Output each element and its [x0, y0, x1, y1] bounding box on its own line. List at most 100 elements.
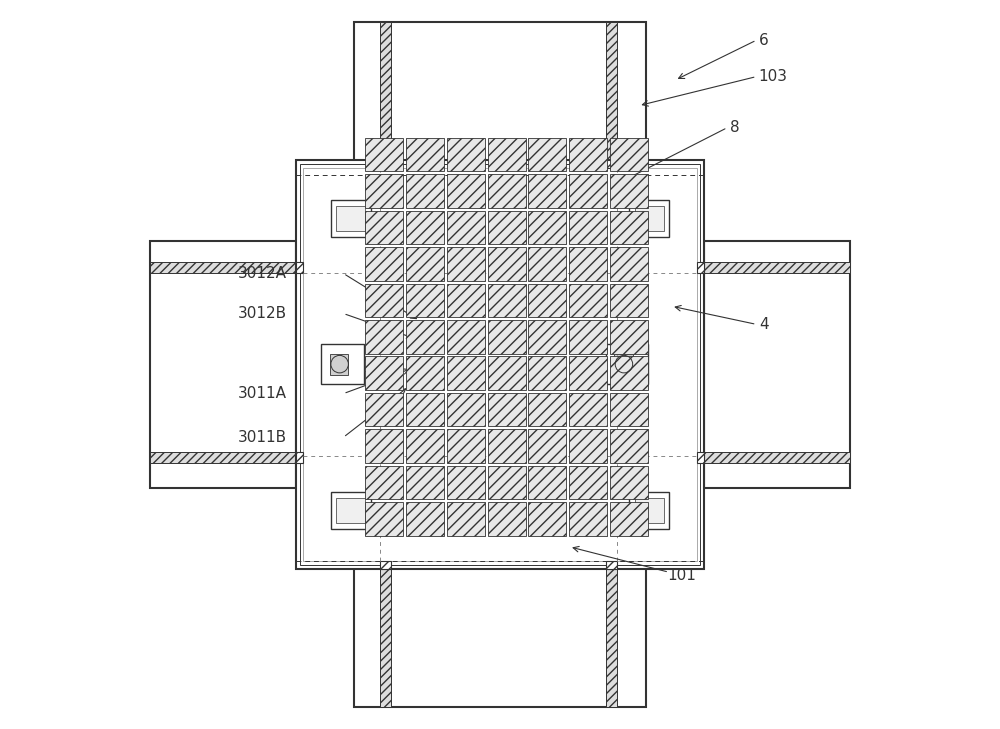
- Bar: [447, 320, 485, 354]
- Bar: [330, 354, 348, 375]
- Bar: [364, 358, 393, 371]
- Bar: [488, 247, 526, 281]
- Bar: [610, 502, 648, 536]
- Bar: [406, 466, 444, 499]
- Bar: [569, 502, 607, 536]
- Bar: [606, 561, 617, 707]
- Bar: [697, 262, 704, 273]
- Bar: [406, 356, 444, 390]
- Bar: [704, 241, 850, 488]
- Bar: [569, 174, 607, 208]
- Bar: [528, 247, 566, 281]
- Bar: [406, 211, 444, 244]
- Bar: [528, 320, 566, 354]
- Bar: [569, 138, 607, 171]
- Bar: [296, 452, 303, 463]
- Bar: [406, 284, 444, 317]
- Text: 101: 101: [668, 569, 697, 583]
- Bar: [488, 429, 526, 463]
- Bar: [704, 452, 850, 463]
- Bar: [406, 247, 444, 281]
- Bar: [447, 284, 485, 317]
- Bar: [447, 466, 485, 499]
- Bar: [610, 356, 648, 390]
- Bar: [488, 320, 526, 354]
- Bar: [610, 466, 648, 499]
- Bar: [331, 200, 371, 237]
- Bar: [303, 168, 697, 561]
- Bar: [488, 356, 526, 390]
- Bar: [406, 174, 444, 208]
- Bar: [296, 160, 704, 569]
- Bar: [365, 174, 403, 208]
- Bar: [447, 138, 485, 171]
- Bar: [488, 284, 526, 317]
- Bar: [447, 247, 485, 281]
- Bar: [365, 138, 403, 171]
- Bar: [406, 393, 444, 426]
- Bar: [447, 356, 485, 390]
- Bar: [569, 393, 607, 426]
- Bar: [488, 138, 526, 171]
- Bar: [569, 211, 607, 244]
- Bar: [336, 498, 365, 523]
- Text: 4: 4: [759, 317, 768, 332]
- Bar: [610, 393, 648, 426]
- Bar: [365, 466, 403, 499]
- Bar: [629, 492, 669, 529]
- Bar: [569, 284, 607, 317]
- Text: 3012B: 3012B: [238, 306, 287, 321]
- Bar: [528, 138, 566, 171]
- Bar: [528, 393, 566, 426]
- Bar: [528, 211, 566, 244]
- Text: 3012A: 3012A: [238, 266, 287, 281]
- Bar: [150, 452, 296, 463]
- Bar: [447, 174, 485, 208]
- Bar: [447, 211, 485, 244]
- Bar: [610, 211, 648, 244]
- Text: 8: 8: [730, 120, 739, 135]
- Bar: [610, 429, 648, 463]
- Bar: [380, 22, 391, 168]
- Bar: [296, 262, 303, 273]
- Bar: [629, 200, 669, 237]
- Bar: [365, 429, 403, 463]
- Bar: [365, 393, 403, 426]
- Bar: [406, 429, 444, 463]
- Bar: [488, 211, 526, 244]
- Bar: [406, 320, 444, 354]
- Bar: [614, 354, 633, 375]
- Bar: [365, 502, 403, 536]
- Bar: [365, 320, 403, 354]
- Bar: [365, 284, 403, 317]
- Bar: [331, 492, 371, 529]
- Bar: [635, 498, 664, 523]
- Bar: [150, 262, 296, 273]
- Bar: [447, 429, 485, 463]
- Text: 103: 103: [759, 69, 788, 84]
- Bar: [365, 247, 403, 281]
- Bar: [606, 344, 648, 384]
- Bar: [528, 429, 566, 463]
- Bar: [488, 174, 526, 208]
- Bar: [528, 174, 566, 208]
- Bar: [406, 502, 444, 536]
- Bar: [447, 502, 485, 536]
- Bar: [697, 452, 704, 463]
- Bar: [365, 211, 403, 244]
- Bar: [528, 284, 566, 317]
- Bar: [610, 138, 648, 171]
- Bar: [610, 284, 648, 317]
- Bar: [488, 502, 526, 536]
- Bar: [610, 247, 648, 281]
- Bar: [606, 160, 617, 168]
- Bar: [606, 561, 617, 569]
- Bar: [354, 22, 646, 168]
- Bar: [336, 206, 365, 231]
- Bar: [577, 358, 606, 371]
- Text: 6: 6: [759, 33, 769, 47]
- Bar: [300, 164, 700, 565]
- Bar: [704, 262, 850, 273]
- Bar: [354, 561, 646, 707]
- Bar: [488, 393, 526, 426]
